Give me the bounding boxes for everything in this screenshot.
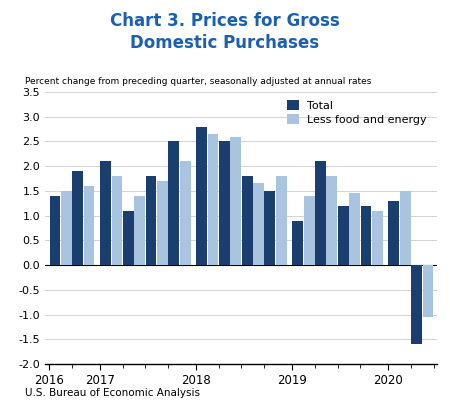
Bar (180, 161, 190, 265)
Bar (423, 265, 433, 317)
Bar (265, 191, 275, 265)
Text: Percent change from preceding quarter, seasonally adjusted at annual rates: Percent change from preceding quarter, s… (25, 77, 371, 86)
Bar (100, 161, 111, 265)
Text: Chart 3. Prices for Gross
Domestic Purchases: Chart 3. Prices for Gross Domestic Purch… (110, 12, 340, 52)
Bar (253, 184, 264, 265)
Bar (134, 196, 145, 265)
Bar (400, 191, 411, 265)
Bar (157, 181, 168, 265)
Bar (360, 206, 371, 265)
Bar (326, 176, 337, 265)
Bar (84, 186, 94, 265)
Bar (276, 176, 287, 265)
Bar (168, 142, 179, 265)
Bar (123, 211, 134, 265)
Bar (61, 191, 72, 265)
Bar (146, 176, 157, 265)
Bar (196, 127, 207, 265)
Bar (72, 171, 83, 265)
Bar (219, 142, 230, 265)
Bar (207, 134, 218, 265)
Bar (349, 193, 360, 265)
Bar (292, 220, 303, 265)
Bar (242, 176, 252, 265)
Bar (411, 265, 422, 344)
Bar (230, 136, 241, 265)
Bar (388, 201, 399, 265)
Text: U.S. Bureau of Economic Analysis: U.S. Bureau of Economic Analysis (25, 388, 200, 398)
Bar (112, 176, 122, 265)
Bar (304, 196, 315, 265)
Bar (372, 211, 383, 265)
Bar (315, 161, 326, 265)
Bar (338, 206, 349, 265)
Legend: Total, Less food and energy: Total, Less food and energy (288, 100, 427, 125)
Bar (50, 196, 60, 265)
